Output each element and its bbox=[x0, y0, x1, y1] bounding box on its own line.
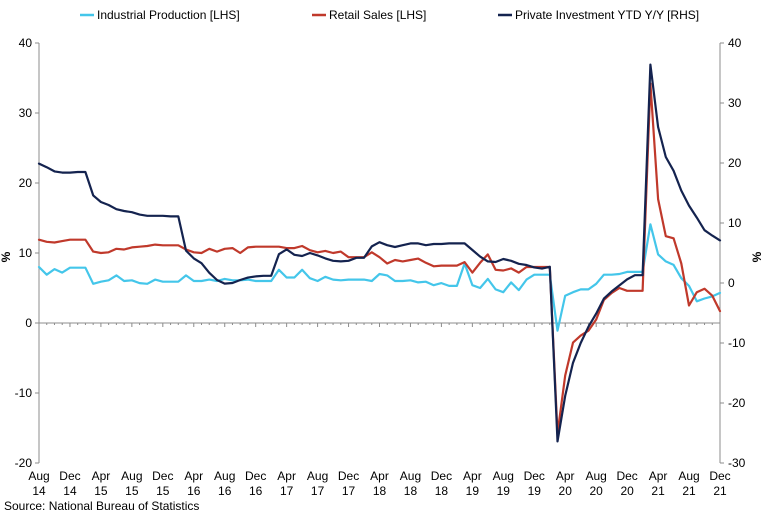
right-tick-label: 10 bbox=[728, 216, 742, 230]
series-line-industrial-production bbox=[37, 223, 722, 332]
x-tick-label-month: Aug bbox=[214, 469, 235, 483]
x-axis: Aug14Dec14Apr15Aug15Dec15Apr16Aug16Dec16… bbox=[28, 322, 731, 498]
x-tick-label-year: 21 bbox=[651, 484, 665, 498]
x-tick-label-month: Aug bbox=[586, 469, 607, 483]
right-tick-label: 30 bbox=[728, 96, 742, 110]
right-tick-label: 40 bbox=[728, 36, 742, 50]
x-tick-label-month: Dec bbox=[245, 469, 266, 483]
x-tick-label-month: Aug bbox=[493, 469, 514, 483]
left-tick-label: 40 bbox=[19, 36, 33, 50]
x-tick-label-year: 14 bbox=[63, 484, 77, 498]
series-layer bbox=[37, 63, 722, 443]
x-tick-label-year: 19 bbox=[528, 484, 542, 498]
left-axis-title: % bbox=[0, 251, 13, 262]
x-tick-label-month: Apr bbox=[92, 469, 111, 483]
x-tick-label-month: Dec bbox=[431, 469, 452, 483]
left-tick-label: 0 bbox=[25, 316, 32, 330]
x-tick-label-month: Apr bbox=[463, 469, 482, 483]
x-tick-label-month: Dec bbox=[524, 469, 545, 483]
left-tick-label: -20 bbox=[15, 456, 33, 470]
x-tick-label-month: Aug bbox=[121, 469, 142, 483]
x-tick-label-month: Dec bbox=[709, 469, 730, 483]
x-tick-label-month: Aug bbox=[400, 469, 421, 483]
legend-label-industrial-production: Industrial Production [LHS] bbox=[97, 8, 240, 22]
legend-label-retail-sales: Retail Sales [LHS] bbox=[329, 8, 426, 22]
right-tick-label: 0 bbox=[728, 276, 735, 290]
right-tick-label: -20 bbox=[728, 396, 746, 410]
x-tick-label-month: Aug bbox=[678, 469, 699, 483]
left-tick-label: 10 bbox=[19, 246, 33, 260]
x-tick-label-year: 19 bbox=[466, 484, 480, 498]
right-tick-label: 20 bbox=[728, 156, 742, 170]
x-tick-label-year: 20 bbox=[620, 484, 634, 498]
x-tick-label-year: 14 bbox=[32, 484, 46, 498]
right-tick-label: -10 bbox=[728, 336, 746, 350]
x-tick-label-year: 17 bbox=[311, 484, 325, 498]
source-note: Source: National Bureau of Statistics bbox=[4, 499, 200, 513]
x-tick-label-year: 17 bbox=[342, 484, 356, 498]
x-tick-label-month: Aug bbox=[28, 469, 49, 483]
x-tick-label-year: 16 bbox=[187, 484, 201, 498]
x-tick-label-year: 21 bbox=[713, 484, 727, 498]
series-line-retail-sales bbox=[37, 82, 722, 435]
right-axis: 40 30 20 10 0 -10 -20 -30 bbox=[719, 36, 746, 470]
x-tick-label-month: Apr bbox=[649, 469, 668, 483]
x-tick-label-year: 20 bbox=[559, 484, 573, 498]
x-tick-label-year: 16 bbox=[249, 484, 263, 498]
x-tick-label-year: 18 bbox=[373, 484, 387, 498]
left-tick-label: -10 bbox=[15, 386, 33, 400]
left-tick-label: 30 bbox=[19, 106, 33, 120]
x-tick-label-month: Dec bbox=[152, 469, 173, 483]
x-tick-label-month: Apr bbox=[370, 469, 389, 483]
left-axis: 40 30 20 10 0 -10 -20 bbox=[15, 36, 40, 470]
x-tick-label-year: 15 bbox=[156, 484, 170, 498]
series-line-private-investment-ytd-y-y bbox=[37, 63, 722, 443]
x-tick-label-year: 18 bbox=[435, 484, 449, 498]
x-tick-label-month: Dec bbox=[338, 469, 359, 483]
x-tick-label-year: 19 bbox=[497, 484, 511, 498]
x-tick-label-month: Dec bbox=[59, 469, 80, 483]
x-tick-label-month: Apr bbox=[184, 469, 203, 483]
right-tick-label: -30 bbox=[728, 456, 746, 470]
right-axis-title: % bbox=[750, 251, 764, 262]
legend-label-private-investment-ytd-y-y: Private Investment YTD Y/Y [RHS] bbox=[515, 8, 699, 22]
x-tick-label-year: 15 bbox=[125, 484, 139, 498]
x-tick-label-year: 21 bbox=[682, 484, 696, 498]
x-tick-label-month: Apr bbox=[277, 469, 296, 483]
legend: Industrial Production [LHS] Retail Sales … bbox=[80, 8, 699, 22]
x-tick-label-year: 15 bbox=[94, 484, 108, 498]
x-tick-label-year: 18 bbox=[404, 484, 418, 498]
x-tick-label-month: Dec bbox=[616, 469, 637, 483]
x-tick-label-month: Apr bbox=[556, 469, 575, 483]
x-tick-label-year: 20 bbox=[590, 484, 604, 498]
left-tick-label: 20 bbox=[19, 176, 33, 190]
x-tick-label-year: 17 bbox=[280, 484, 294, 498]
x-tick-label-month: Aug bbox=[307, 469, 328, 483]
x-tick-label-year: 16 bbox=[218, 484, 232, 498]
